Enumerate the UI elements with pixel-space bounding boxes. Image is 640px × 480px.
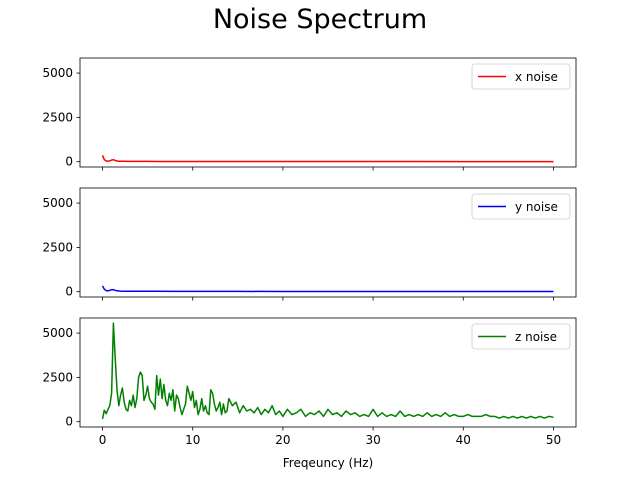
y-tick-label: 5000 <box>42 326 73 340</box>
x-tick-label: 40 <box>456 433 471 447</box>
legend-box <box>471 193 571 220</box>
subplot-1: 0 2500 5000 x noise <box>42 57 577 171</box>
y-tick-label: 2500 <box>42 240 73 254</box>
subplot-2: 0 2500 5000 y noise <box>42 187 577 301</box>
legend: z noise <box>471 323 571 350</box>
x-axis-label: Freqeuncy (Hz) <box>283 456 374 470</box>
y-tick-label: 0 <box>65 415 73 429</box>
axes-frame <box>79 57 577 168</box>
axes-frame <box>79 317 577 428</box>
legend: y noise <box>471 193 571 220</box>
legend-label: z noise <box>515 330 557 344</box>
y-tick-label: 5000 <box>42 66 73 80</box>
legend: x noise <box>471 63 571 90</box>
subplot-3: 0 2500 5000 0 10 20 30 40 50 z noise <box>42 317 577 447</box>
series-line-3 <box>101 322 554 420</box>
legend-label: y noise <box>515 200 558 214</box>
figure-title: Noise Spectrum <box>212 4 428 35</box>
y-tick-label: 5000 <box>42 196 73 210</box>
legend-box <box>471 323 571 350</box>
y-tick-label: 0 <box>65 285 73 299</box>
axes-frame <box>79 187 577 298</box>
x-tick-label: 0 <box>99 433 107 447</box>
x-tick-label: 50 <box>546 433 561 447</box>
x-tick-label: 10 <box>185 433 200 447</box>
series-line-2 <box>101 285 554 293</box>
y-tick-label: 0 <box>65 155 73 169</box>
legend-box <box>471 63 571 90</box>
x-tick-label: 30 <box>365 433 380 447</box>
x-tick-label: 20 <box>275 433 290 447</box>
legend-label: x noise <box>515 70 558 84</box>
y-tick-label: 2500 <box>42 370 73 384</box>
y-tick-label: 2500 <box>42 110 73 124</box>
series-line-1 <box>101 155 554 163</box>
